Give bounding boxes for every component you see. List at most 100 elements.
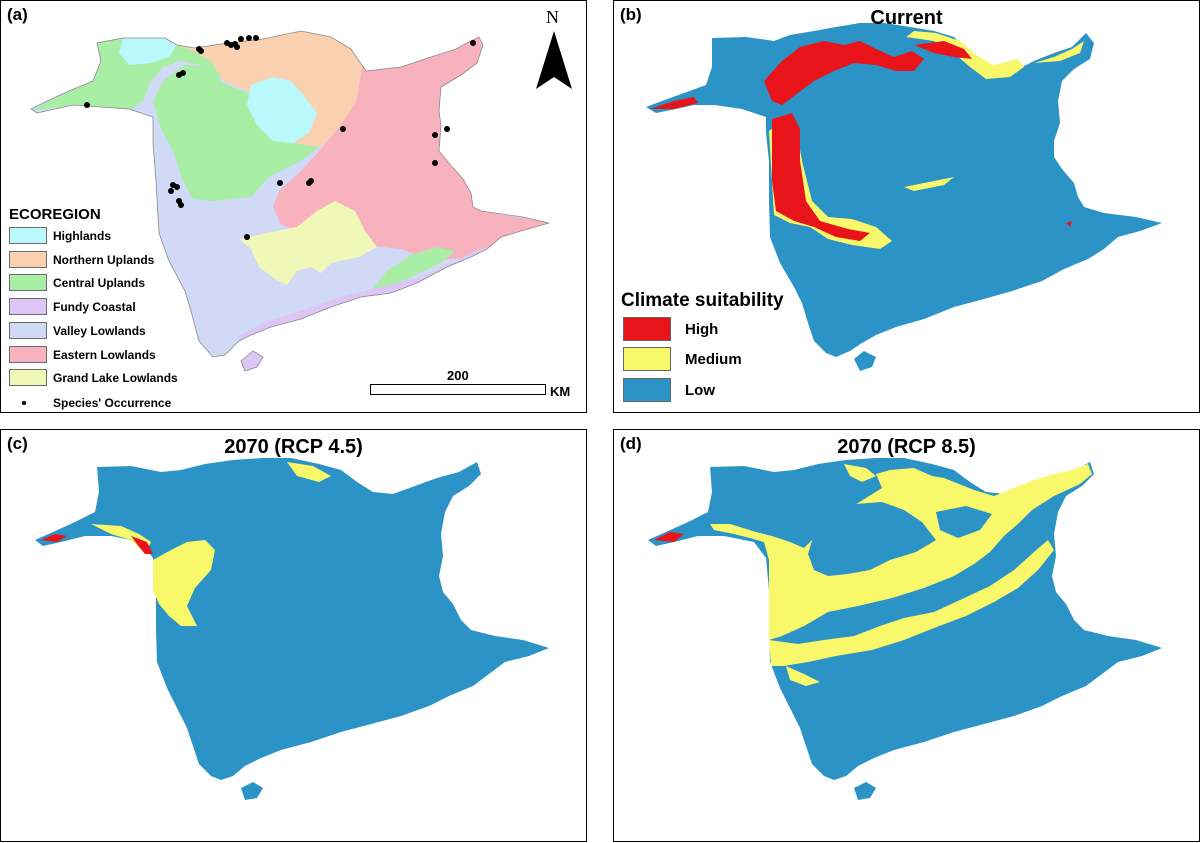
suitability-medium-area-north xyxy=(844,464,876,482)
suitability-medium-patch xyxy=(904,177,954,191)
occurrence-point xyxy=(277,180,283,186)
suitability-low-inland-east xyxy=(936,506,992,538)
north-arrow-icon xyxy=(536,31,572,89)
highlands-region xyxy=(247,77,317,143)
legend-swatch xyxy=(623,378,671,402)
legend-label: Valley Lowlands xyxy=(53,323,146,338)
occurrence-point xyxy=(178,202,184,208)
legend-swatch xyxy=(9,274,47,291)
legend-label: Grand Lake Lowlands xyxy=(53,370,178,385)
suitability-low-area xyxy=(646,23,1162,357)
highlands-region-west xyxy=(119,38,177,65)
central-uplands-region-south xyxy=(371,247,455,291)
legend-label: Medium xyxy=(685,350,742,368)
ecoregion-legend-title: ECOREGION xyxy=(9,206,101,223)
suitability-legend-title: Climate suitability xyxy=(621,290,784,311)
legend-label: Species' Occurrence xyxy=(53,396,172,410)
legend-item-valley-lowlands: Valley Lowlands xyxy=(9,322,146,339)
current-suitability-map xyxy=(646,23,1162,371)
legend-swatch xyxy=(9,251,47,268)
legend-label: Northern Uplands xyxy=(53,252,155,267)
panel-d-label: (d) xyxy=(620,434,642,453)
legend-label: Fundy Coastal xyxy=(53,299,136,314)
suitability-high-point xyxy=(1066,221,1072,227)
suitability-high-area-panhandle xyxy=(41,534,67,542)
occurrence-point xyxy=(246,35,252,41)
grand-lake-lowlands-region xyxy=(239,201,377,285)
panel-c: (c) 2070 (RCP 4.5) xyxy=(0,429,587,842)
suitability-high-area-panhandle xyxy=(650,97,698,109)
occurrence-point xyxy=(168,188,174,194)
rcp45-suitability-map xyxy=(35,458,549,800)
legend-swatch xyxy=(9,227,47,244)
legend-item-occurrence: Species' Occurrence xyxy=(9,396,171,410)
legend-swatch xyxy=(9,322,47,339)
suitability-high-area-northeast xyxy=(914,41,972,59)
occurrence-point xyxy=(234,44,240,50)
panel-d: (d) 2070 (RCP 8.5) xyxy=(613,429,1200,842)
suitability-medium-area-panhandle xyxy=(91,524,151,554)
legend-item-medium: Medium xyxy=(623,347,742,371)
occurrence-point xyxy=(244,234,250,240)
legend-swatch xyxy=(9,346,47,363)
occurrence-point xyxy=(84,102,90,108)
rcp85-suitability-map xyxy=(648,458,1162,800)
legend-label: Highlands xyxy=(53,228,112,243)
panel-d-title: 2070 (RCP 8.5) xyxy=(837,436,976,458)
legend-label: Central Uplands xyxy=(53,275,146,290)
legend-item-low: Low xyxy=(623,378,715,402)
island-low xyxy=(854,782,876,800)
island-low xyxy=(241,782,263,800)
occurrence-point xyxy=(432,160,438,166)
grand-manan-island xyxy=(240,350,264,372)
legend-label: High xyxy=(685,320,719,338)
legend-item-high: High xyxy=(623,317,718,341)
legend-swatch xyxy=(9,298,47,315)
scale-value: 200 xyxy=(447,368,469,383)
central-uplands-region xyxy=(153,65,319,201)
occurrence-point xyxy=(470,40,476,46)
suitability-low-inland xyxy=(808,502,936,576)
suitability-medium-patch xyxy=(786,666,820,686)
panel-a: (a) N ECOREGION Highlands Northern Uplan… xyxy=(0,0,587,413)
ecoregion-map xyxy=(30,30,550,372)
occurrence-point xyxy=(174,184,180,190)
suitability-medium-area-central xyxy=(769,540,1054,666)
legend-item-central-uplands: Central Uplands xyxy=(9,274,145,291)
scale-bar xyxy=(370,384,546,395)
suitability-high-area-panhandle xyxy=(654,532,684,542)
occurrence-point xyxy=(340,126,346,132)
legend-label: Eastern Lowlands xyxy=(53,347,156,362)
north-letter: N xyxy=(546,7,559,27)
legend-item-grand-lake-lowlands: Grand Lake Lowlands xyxy=(9,369,178,386)
panel-c-title: 2070 (RCP 4.5) xyxy=(224,436,363,458)
panel-b-label: (b) xyxy=(620,5,642,24)
occurrence-point xyxy=(176,72,182,78)
scale-unit: KM xyxy=(550,384,571,399)
island-low xyxy=(854,351,876,371)
panel-b-title: Current xyxy=(870,7,943,29)
panel-a-label: (a) xyxy=(7,5,28,24)
occurrence-point xyxy=(198,48,204,54)
legend-swatch xyxy=(9,369,47,386)
occurrence-point xyxy=(306,180,312,186)
occurrence-points xyxy=(84,35,476,240)
legend-swatch xyxy=(623,317,671,341)
occurrence-point xyxy=(444,126,450,132)
occurrence-point xyxy=(432,132,438,138)
legend-item-highlands: Highlands xyxy=(9,227,111,244)
legend-item-northern-uplands: Northern Uplands xyxy=(9,251,154,268)
occurrence-point xyxy=(238,36,244,42)
suitability-medium-area-west xyxy=(153,540,215,626)
suitability-medium-area-north xyxy=(287,462,331,482)
legend-item-eastern-lowlands: Eastern Lowlands xyxy=(9,346,156,363)
suitability-high-area-west xyxy=(131,536,153,554)
legend-item-fundy-coastal: Fundy Coastal xyxy=(9,298,136,315)
suitability-medium-area-east xyxy=(1034,41,1084,63)
occurrence-point xyxy=(253,35,259,41)
legend-label: Low xyxy=(685,381,715,399)
legend-swatch xyxy=(623,347,671,371)
panel-c-label: (c) xyxy=(7,434,28,453)
suitability-low-area xyxy=(35,458,549,780)
suitability-high-area-north xyxy=(764,41,924,105)
